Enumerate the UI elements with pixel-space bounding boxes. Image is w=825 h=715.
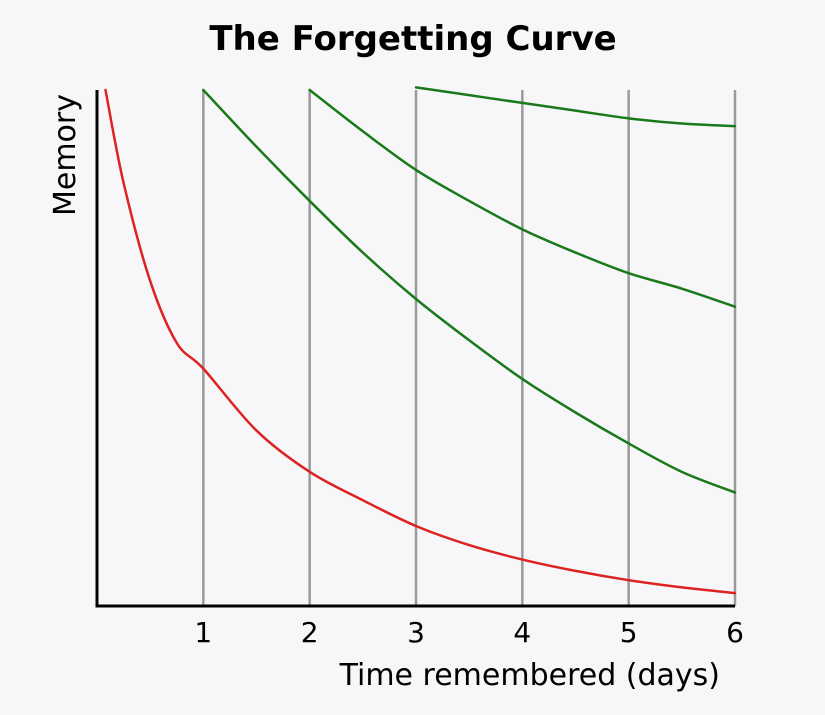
review-curve-line-2 [308,88,737,308]
grid-lines [202,90,737,606]
review-curve-line-1 [202,88,737,494]
axes [95,90,735,608]
x-axis-label: Time remembered (days) [339,658,720,693]
x-tick-label: 6 [726,616,744,649]
x-tick-label: 4 [513,616,531,649]
x-tick-label: 5 [620,616,638,649]
forgetting-curve-line [104,88,737,595]
x-tick-label: 1 [194,616,212,649]
chart-title: The Forgetting Curve [209,19,616,59]
review-curve-line-3 [414,86,737,128]
y-axis-label: Memory [48,94,83,216]
x-tick-label: 3 [407,616,425,649]
series-lines [104,86,737,595]
x-tick-label: 2 [301,616,319,649]
tick-labels: 1 2 3 4 5 6 [194,616,743,649]
